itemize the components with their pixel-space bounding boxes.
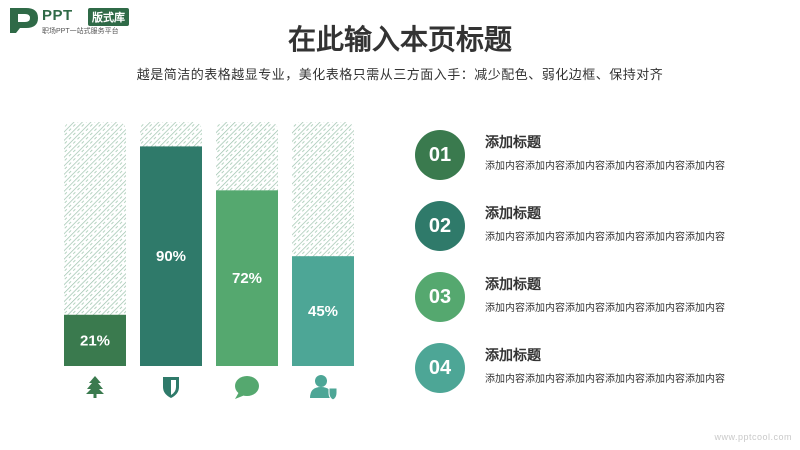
page-subtitle: 越是简洁的表格越显专业，美化表格只需从三方面入手：减少配色、弱化边框、保持对齐 <box>136 67 664 82</box>
item-description: 添加内容添加内容添加内容添加内容添加内容添加内容 <box>485 374 725 385</box>
bar-value-label: 45% <box>308 303 338 320</box>
bar <box>292 256 354 366</box>
shield-icon <box>163 377 179 398</box>
bar <box>216 190 278 366</box>
bar-value-label: 21% <box>80 332 110 349</box>
user-shield-icon <box>310 375 338 401</box>
item-description: 添加内容添加内容添加内容添加内容添加内容添加内容 <box>485 303 725 314</box>
chat-bubble-icon <box>235 376 259 399</box>
item-description: 添加内容添加内容添加内容添加内容添加内容添加内容 <box>485 161 725 172</box>
page-title: 在此输入本页标题 <box>287 24 512 55</box>
item-number-badge: 02 <box>415 201 465 251</box>
bar-value-label: 90% <box>156 248 186 265</box>
bar-chart: 21% 90% 72% 45% <box>64 122 354 401</box>
logo-badge: 版式库 <box>88 8 129 26</box>
bar <box>140 146 202 366</box>
item-title: 添加标题 <box>485 134 541 150</box>
item-number-badge: 01 <box>415 130 465 180</box>
item-description: 添加内容添加内容添加内容添加内容添加内容添加内容 <box>485 232 725 243</box>
bar <box>64 314 126 366</box>
item-number-badge: 03 <box>415 272 465 322</box>
item-title: 添加标题 <box>485 276 541 292</box>
bar-track <box>64 122 126 366</box>
item-title: 添加标题 <box>485 347 541 363</box>
item-number-badge: 04 <box>415 343 465 393</box>
logo-text: PPT <box>42 7 73 24</box>
logo: PPT 版式库 职场PPT一站式服务平台 <box>8 6 168 36</box>
bar-value-label: 72% <box>232 270 262 287</box>
logo-subtitle: 职场PPT一站式服务平台 <box>42 28 119 35</box>
watermark: www.pptcool.com <box>714 432 792 442</box>
logo-p-icon <box>10 8 38 33</box>
tree-icon <box>86 376 104 398</box>
item-title: 添加标题 <box>485 205 541 221</box>
